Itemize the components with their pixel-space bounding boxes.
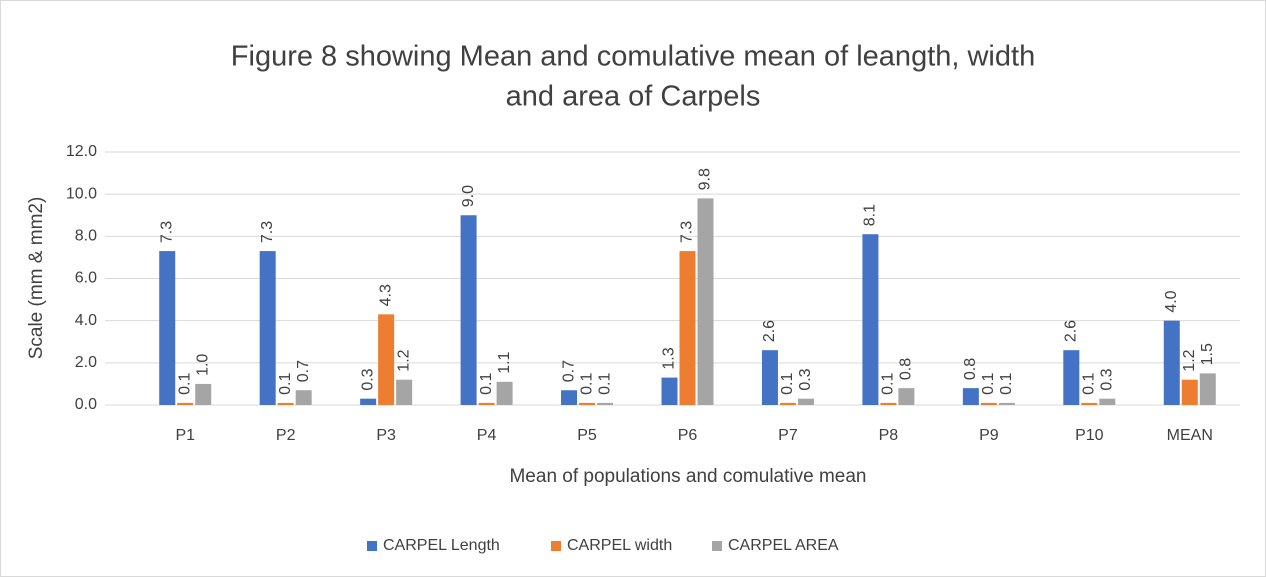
bar bbox=[295, 390, 312, 405]
data-label: 7.3 bbox=[679, 221, 696, 243]
bar bbox=[561, 390, 578, 405]
bar bbox=[259, 251, 276, 405]
bar bbox=[998, 402, 1015, 405]
data-label: 8.1 bbox=[862, 204, 879, 226]
data-label: 0.7 bbox=[560, 360, 577, 382]
bar bbox=[779, 402, 796, 405]
bar bbox=[277, 402, 294, 405]
bar bbox=[797, 398, 814, 405]
bar bbox=[980, 402, 997, 405]
bar bbox=[1181, 379, 1198, 405]
bar bbox=[1099, 398, 1116, 405]
x-tick-label: P3 bbox=[376, 427, 396, 444]
x-tick-label: MEAN bbox=[1167, 427, 1213, 444]
x-tick-label: P8 bbox=[879, 427, 899, 444]
data-label: 1.2 bbox=[1181, 349, 1198, 371]
data-label: 0.3 bbox=[359, 368, 376, 390]
data-label: 2.6 bbox=[761, 320, 778, 342]
data-label: 1.5 bbox=[1199, 343, 1216, 365]
data-label: 2.6 bbox=[1063, 320, 1080, 342]
bar bbox=[579, 402, 596, 405]
data-label: 0.1 bbox=[779, 373, 796, 395]
data-label: 0.1 bbox=[596, 373, 613, 395]
data-label: 7.3 bbox=[158, 221, 175, 243]
bar bbox=[1063, 350, 1080, 405]
x-axis-label: Mean of populations and comulative mean bbox=[509, 466, 866, 487]
bar bbox=[1081, 402, 1098, 405]
x-tick-label: P2 bbox=[276, 427, 296, 444]
data-label: 9.8 bbox=[697, 168, 714, 190]
x-tick-label: P10 bbox=[1075, 427, 1104, 444]
x-tick-label: P4 bbox=[477, 427, 497, 444]
data-label: 7.3 bbox=[259, 221, 276, 243]
bar bbox=[177, 402, 194, 405]
data-label: 9.0 bbox=[460, 185, 477, 207]
bar bbox=[159, 251, 176, 405]
y-tick-label: 2.0 bbox=[75, 354, 97, 371]
bar bbox=[396, 379, 413, 405]
data-label: 0.3 bbox=[1099, 368, 1116, 390]
legend-label: CARPEL Length bbox=[383, 537, 500, 554]
legend-swatch bbox=[712, 541, 722, 551]
data-label: 0.1 bbox=[578, 373, 595, 395]
data-label: 0.1 bbox=[880, 373, 897, 395]
y-axis-label: Scale (mm & mm2) bbox=[26, 197, 47, 360]
x-tick-label: P6 bbox=[678, 427, 698, 444]
bar bbox=[962, 388, 979, 405]
chart-title: and area of Carpels bbox=[506, 81, 761, 113]
bar bbox=[880, 402, 897, 405]
x-tick-label: P1 bbox=[175, 427, 195, 444]
data-label: 0.8 bbox=[962, 358, 979, 380]
data-label: 0.1 bbox=[478, 373, 495, 395]
data-label: 1.2 bbox=[395, 349, 412, 371]
bar bbox=[378, 314, 395, 405]
data-label: 0.1 bbox=[980, 373, 997, 395]
bar bbox=[679, 251, 696, 405]
data-label: 0.7 bbox=[295, 360, 312, 382]
bar bbox=[1199, 373, 1216, 405]
data-label: 0.1 bbox=[176, 373, 193, 395]
bar bbox=[661, 377, 678, 405]
bar bbox=[195, 383, 212, 405]
bar bbox=[898, 388, 915, 405]
x-tick-label: P7 bbox=[778, 427, 798, 444]
data-label: 0.8 bbox=[898, 358, 915, 380]
legend-label: CARPEL AREA bbox=[728, 537, 839, 554]
y-tick-label: 0.0 bbox=[75, 396, 97, 413]
y-tick-label: 6.0 bbox=[75, 270, 97, 287]
y-tick-label: 12.0 bbox=[66, 143, 97, 160]
y-tick-label: 8.0 bbox=[75, 228, 97, 245]
chart-title: Figure 8 showing Mean and comulative mea… bbox=[231, 41, 1035, 73]
data-label: 0.1 bbox=[998, 373, 1015, 395]
data-label: 1.0 bbox=[194, 354, 211, 376]
x-tick-label: P9 bbox=[979, 427, 999, 444]
data-label: 1.1 bbox=[496, 351, 513, 373]
bar bbox=[360, 398, 377, 405]
bar bbox=[761, 350, 778, 405]
legend-swatch bbox=[551, 541, 561, 551]
y-tick-label: 4.0 bbox=[75, 312, 97, 329]
data-label: 0.3 bbox=[797, 368, 814, 390]
y-tick-label: 10.0 bbox=[66, 185, 97, 202]
bar bbox=[496, 381, 513, 405]
bar bbox=[1163, 320, 1180, 405]
legend-swatch bbox=[367, 541, 377, 551]
bar bbox=[460, 215, 477, 405]
data-label: 0.1 bbox=[277, 373, 294, 395]
bar bbox=[597, 402, 614, 405]
data-label: 0.1 bbox=[1081, 373, 1098, 395]
x-tick-label: P5 bbox=[577, 427, 597, 444]
data-label: 4.3 bbox=[377, 284, 394, 306]
bar bbox=[862, 234, 879, 405]
data-label: 1.3 bbox=[661, 347, 678, 369]
bar bbox=[478, 402, 495, 405]
data-label: 4.0 bbox=[1163, 290, 1180, 312]
legend-label: CARPEL width bbox=[567, 537, 672, 554]
bar bbox=[697, 198, 714, 405]
